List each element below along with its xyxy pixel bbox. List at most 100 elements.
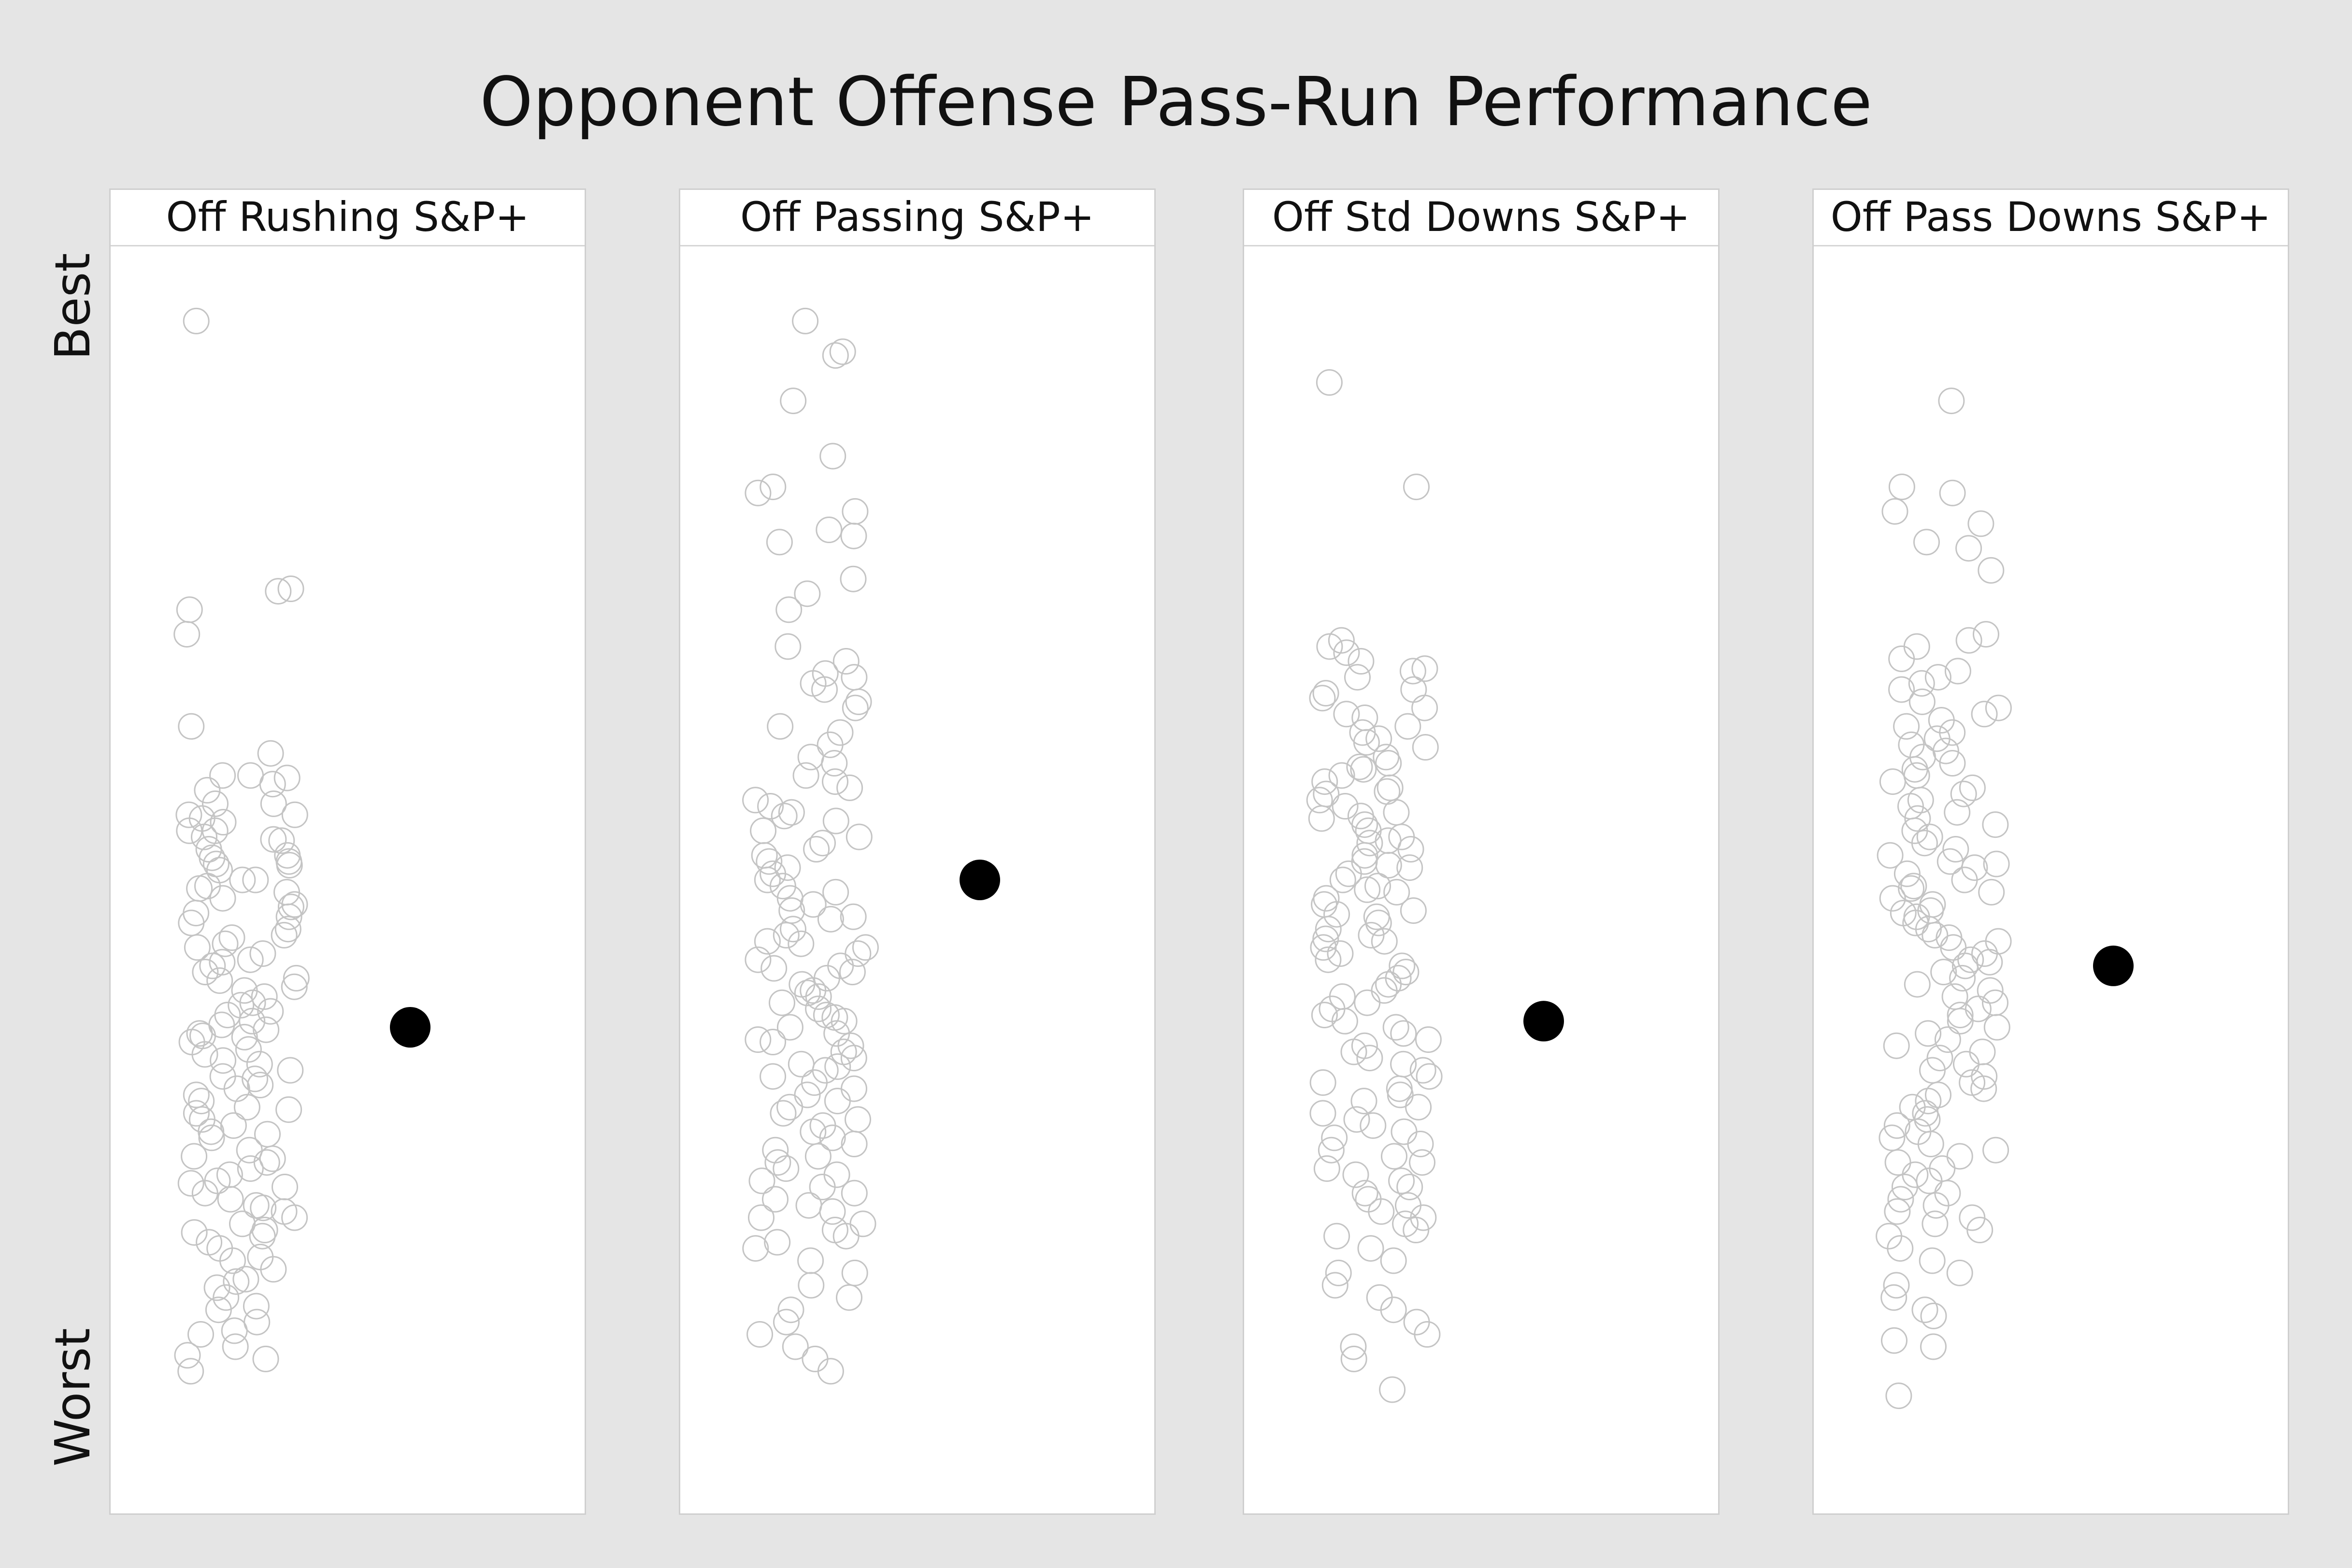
- y-label-best: Best: [44, 253, 101, 360]
- data-point: [214, 1002, 241, 1029]
- data-point: [1327, 940, 1354, 967]
- data-point: [778, 799, 805, 826]
- data-point: [1978, 878, 2005, 906]
- data-point: [1922, 1192, 1950, 1219]
- data-point: [1934, 1026, 1961, 1053]
- data-point: [1883, 1032, 1910, 1059]
- data-point: [1405, 1093, 1432, 1121]
- data-point: [177, 1358, 204, 1385]
- data-point: [1311, 1002, 1338, 1029]
- data-point: [748, 1204, 774, 1231]
- data-point: [183, 1081, 210, 1108]
- data-point: [237, 946, 264, 973]
- data-point: [1328, 627, 1355, 654]
- data-point: [760, 474, 787, 501]
- data-point: [1903, 633, 1930, 660]
- data-point: [1983, 1014, 2010, 1041]
- data-point: [1315, 946, 1342, 973]
- data-point: [250, 1194, 277, 1222]
- data-point: [1374, 778, 1401, 805]
- scatter-plot: [742, 307, 1000, 1385]
- data-point: [819, 1124, 846, 1151]
- data-point: [198, 1124, 225, 1151]
- data-point: [754, 866, 781, 893]
- data-point: [1887, 1235, 1914, 1262]
- data-point: [254, 1121, 281, 1148]
- data-point: [1879, 768, 1906, 795]
- data-point: [1938, 388, 1965, 415]
- data-point: [202, 850, 229, 878]
- data-point: [1395, 1192, 1421, 1219]
- data-point: [1348, 648, 1375, 675]
- data-point: [1351, 848, 1378, 875]
- data-point: [237, 1155, 264, 1182]
- data-point: [209, 885, 236, 912]
- data-point: [223, 1268, 250, 1295]
- data-point: [802, 1345, 829, 1372]
- data-point: [1316, 369, 1343, 396]
- data-point: [1904, 805, 1931, 832]
- data-point: [1908, 688, 1936, 715]
- data-point: [1354, 989, 1381, 1016]
- data-point: [840, 565, 867, 592]
- data-point: [1881, 1327, 1907, 1354]
- data-point: [822, 807, 849, 834]
- data-point: [1881, 498, 1908, 525]
- data-point: [1356, 830, 1383, 857]
- data-point: [1925, 1081, 1951, 1108]
- data-point: [1884, 1149, 1911, 1176]
- data-point: [277, 1057, 304, 1084]
- data-point: [1922, 921, 1949, 949]
- data-point: [1399, 658, 1426, 685]
- data-point: [1879, 1124, 1906, 1151]
- data-point: [1879, 885, 1906, 912]
- data-point: [272, 1174, 298, 1200]
- data-point: [1409, 1057, 1436, 1084]
- data-point: [1310, 934, 1337, 961]
- data-point: [177, 1170, 204, 1197]
- data-point: [243, 1293, 270, 1320]
- data-point: [187, 1321, 214, 1348]
- data-point: [839, 959, 866, 986]
- data-point: [1978, 557, 2005, 584]
- data-point: [1971, 940, 1998, 967]
- data-point: [1325, 1259, 1352, 1286]
- data-point: [1944, 658, 1971, 685]
- data-point: [249, 940, 276, 967]
- data-point: [178, 713, 205, 740]
- data-point: [760, 1029, 787, 1055]
- data-point: [1323, 901, 1350, 928]
- data-point: [1386, 1075, 1413, 1102]
- data-point: [773, 921, 800, 949]
- data-point: [222, 1333, 249, 1360]
- data-point: [819, 1198, 846, 1225]
- data-point: [183, 900, 210, 927]
- data-point: [1887, 1186, 1914, 1213]
- data-point: [178, 909, 205, 936]
- data-point: [773, 1155, 800, 1182]
- data-point: [1351, 705, 1378, 731]
- panel-header: Off Pass Downs S&P+: [1814, 190, 2288, 246]
- data-point: [1950, 780, 1977, 807]
- data-point: [841, 1259, 868, 1286]
- data-point: [1907, 787, 1934, 814]
- data-point: [762, 1186, 789, 1213]
- data-point: [821, 750, 848, 777]
- data-point: [186, 875, 213, 902]
- data-point: [1383, 878, 1410, 906]
- data-point: [1977, 977, 2004, 1004]
- data-point: [242, 866, 269, 893]
- data-point: [1957, 946, 1984, 973]
- data-point: [797, 744, 824, 771]
- data-point: [750, 817, 777, 844]
- data-point: [1313, 1155, 1340, 1182]
- data-point: [1344, 664, 1371, 691]
- data-point: [794, 979, 821, 1007]
- data-point: [745, 1026, 772, 1053]
- data-point: [1893, 860, 1921, 887]
- data-point: [1884, 1198, 1911, 1225]
- data-point: [1919, 1057, 1946, 1084]
- data-point: [767, 713, 794, 740]
- data-point: [1966, 1217, 1993, 1243]
- data-point: [221, 1317, 248, 1344]
